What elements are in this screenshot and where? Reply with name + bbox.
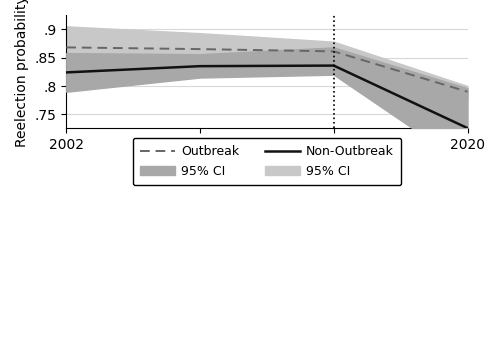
X-axis label: Year: Year bbox=[250, 157, 283, 172]
Y-axis label: Reelection probability: Reelection probability bbox=[15, 0, 29, 147]
Legend: Outbreak, 95% CI, Non-Outbreak, 95% CI: Outbreak, 95% CI, Non-Outbreak, 95% CI bbox=[132, 138, 401, 185]
